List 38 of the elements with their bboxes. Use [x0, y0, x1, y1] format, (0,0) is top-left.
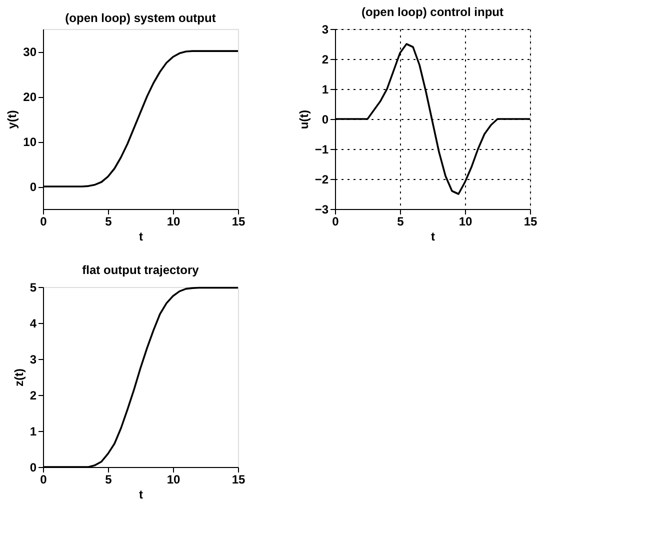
x-tick-label: 10: [166, 214, 180, 228]
x-tick-label: 15: [232, 472, 246, 486]
x-axis-title: t: [139, 230, 143, 244]
x-tick-label: 5: [105, 214, 112, 228]
x-axis-title: t: [431, 230, 435, 244]
y-tick-label: 0: [30, 180, 37, 194]
x-tick-label: 5: [397, 214, 404, 228]
y-axis-title: y(t): [5, 110, 20, 129]
y-tick-label: 1: [30, 424, 37, 438]
y-tick-label: −3: [314, 202, 329, 216]
y-tick-label: 1: [322, 82, 329, 96]
y-tick-label: 4: [30, 316, 37, 330]
y-tick-label: 2: [322, 52, 329, 66]
x-tick-label: 15: [524, 214, 538, 228]
y-tick-label: −1: [314, 142, 329, 156]
chart-title: flat output trajectory: [82, 263, 200, 277]
x-tick-label: 0: [332, 214, 340, 228]
y-tick-label: 0: [30, 460, 37, 474]
y-axis-title: u(t): [296, 110, 311, 130]
chart-title: (open loop) system output: [65, 11, 216, 25]
x-axis-title: t: [139, 488, 143, 502]
y-tick-label: 3: [30, 352, 37, 366]
y-tick-label: 30: [23, 45, 37, 59]
y-axis-title: z(t): [12, 368, 26, 386]
y-tick-label: 10: [23, 135, 37, 149]
y-tick-label: 5: [30, 280, 37, 294]
x-tick-label: 15: [232, 214, 246, 228]
y-tick-label: 2: [30, 388, 37, 402]
y-tick-label: 3: [322, 22, 329, 36]
y-tick-label: 0: [322, 112, 329, 126]
x-tick-label: 10: [458, 214, 472, 228]
chart-title: (open loop) control input: [362, 5, 504, 19]
y-tick-label: 20: [23, 90, 37, 104]
y-tick-label: −2: [314, 172, 329, 186]
x-tick-label: 0: [40, 214, 48, 228]
x-tick-label: 10: [166, 472, 180, 486]
x-tick-label: 0: [40, 472, 48, 486]
x-tick-label: 5: [105, 472, 112, 486]
